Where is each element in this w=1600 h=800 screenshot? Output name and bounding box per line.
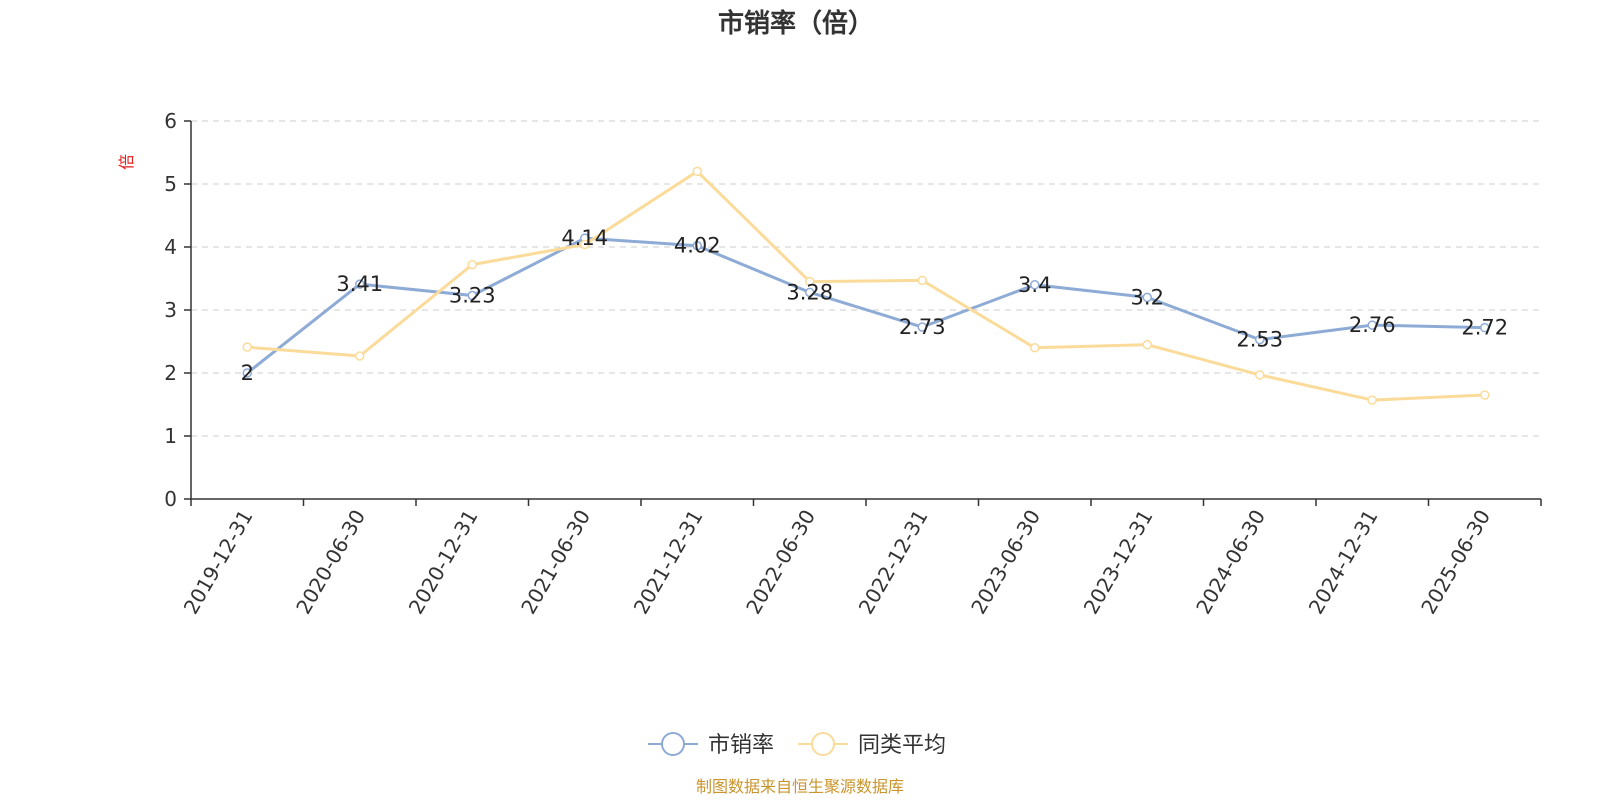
data-point[interactable] bbox=[1142, 339, 1152, 350]
data-point[interactable] bbox=[1255, 370, 1265, 380]
data-label: 2.73 bbox=[899, 315, 946, 339]
data-point[interactable] bbox=[1367, 320, 1377, 330]
x-tick-label: 2023-06-30 bbox=[966, 506, 1045, 619]
chart-title: 市销率（倍） bbox=[718, 8, 874, 39]
data-point[interactable] bbox=[805, 287, 815, 298]
data-label: 2 bbox=[241, 361, 254, 385]
data-point[interactable] bbox=[1030, 280, 1040, 290]
data-point[interactable] bbox=[692, 166, 702, 177]
x-tick-label: 2024-12-31 bbox=[1304, 506, 1383, 619]
data-point[interactable] bbox=[917, 322, 927, 332]
grid-lines bbox=[191, 120, 1541, 437]
y-tick-label: 4 bbox=[164, 235, 177, 259]
data-point[interactable] bbox=[355, 279, 365, 289]
data-label: 2.53 bbox=[1236, 328, 1283, 352]
data-label: 4.02 bbox=[674, 234, 721, 258]
x-tick-label: 2025-06-30 bbox=[1416, 506, 1495, 619]
data-label: 2.72 bbox=[1461, 316, 1508, 340]
y-tick-label: 2 bbox=[164, 361, 177, 385]
data-point[interactable] bbox=[1255, 334, 1265, 345]
x-tick-label: 2020-06-30 bbox=[291, 506, 370, 619]
x-tick-label: 2024-06-30 bbox=[1191, 506, 1270, 619]
data-label: 3.2 bbox=[1131, 285, 1164, 309]
legend-label: 市销率 bbox=[708, 733, 774, 758]
legend[interactable]: 市销率 同类平均 bbox=[648, 732, 946, 758]
data-point[interactable] bbox=[1480, 322, 1490, 333]
data-label: 3.28 bbox=[786, 280, 833, 304]
data-label: 3.4 bbox=[1018, 273, 1051, 297]
data-point[interactable] bbox=[242, 342, 252, 352]
data-point[interactable] bbox=[692, 240, 702, 251]
data-point[interactable] bbox=[467, 259, 477, 270]
y-tick-label: 0 bbox=[164, 487, 177, 511]
x-tick-label: 2023-12-31 bbox=[1079, 506, 1158, 619]
y-tick-label: 6 bbox=[164, 109, 177, 133]
x-tick-label: 2021-06-30 bbox=[516, 506, 595, 619]
series-lines bbox=[242, 166, 1490, 405]
data-point[interactable] bbox=[242, 368, 252, 378]
data-labels: 2 3.41 3.23 4.14 4.02 3.28 2.73 3.4 3.2 2.53 2.76 2… bbox=[241, 226, 1509, 385]
data-point[interactable] bbox=[355, 351, 365, 361]
x-tick-label: 2020-12-31 bbox=[404, 506, 483, 619]
legend-marker-icon bbox=[661, 732, 685, 756]
source-note: 制图数据来自恒生聚源数据库 bbox=[696, 777, 904, 796]
data-label: 4.14 bbox=[561, 226, 608, 250]
data-point[interactable] bbox=[917, 275, 927, 286]
axes: 0 1 2 3 4 5 6 2019-12-31 2020-06-30 2020-12-31 202… bbox=[164, 109, 1542, 619]
data-point[interactable] bbox=[1480, 390, 1490, 400]
data-point[interactable] bbox=[1142, 292, 1152, 303]
data-label: 3.23 bbox=[449, 284, 496, 308]
data-point[interactable] bbox=[1367, 395, 1377, 405]
x-tick-label: 2022-12-31 bbox=[854, 506, 933, 619]
y-tick-label: 5 bbox=[164, 172, 177, 196]
y-tick-label: 1 bbox=[164, 424, 177, 448]
data-point[interactable] bbox=[467, 290, 477, 301]
series-line-1 bbox=[246, 236, 1485, 375]
legend-marker-icon bbox=[811, 732, 835, 756]
data-label: 2.76 bbox=[1349, 313, 1396, 337]
data-point[interactable] bbox=[1030, 343, 1040, 353]
x-tick-label: 2022-06-30 bbox=[741, 506, 820, 619]
x-tick-label: 2019-12-31 bbox=[179, 506, 258, 619]
data-point[interactable] bbox=[580, 239, 590, 250]
y-tick-label: 3 bbox=[164, 298, 177, 322]
data-point[interactable] bbox=[805, 276, 815, 287]
legend-item-2[interactable]: 同类平均 bbox=[798, 732, 946, 758]
legend-item-1[interactable]: 市销率 bbox=[648, 732, 774, 758]
series-line-2 bbox=[247, 169, 1485, 402]
data-label: 3.41 bbox=[336, 272, 383, 296]
legend-label: 同类平均 bbox=[858, 733, 946, 758]
y-axis-unit-label: 倍 bbox=[117, 154, 136, 170]
x-tick-label: 2021-12-31 bbox=[629, 506, 708, 619]
